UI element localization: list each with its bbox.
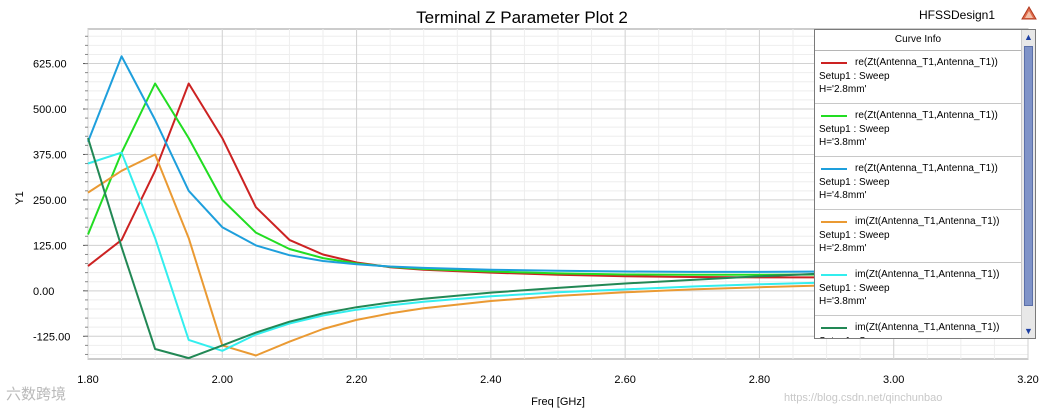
legend-series-name: im(Zt(Antenna_T1,Antenna_T1)) <box>855 269 1000 280</box>
x-tick-label: 3.00 <box>883 374 904 386</box>
legend-entry[interactable]: re(Zt(Antenna_T1,Antenna_T1)) Setup1 : Sw… <box>815 157 1021 210</box>
legend-param: H='3.8mm' <box>819 296 867 307</box>
watermark-url: https://blog.csdn.net/qinchunbao <box>784 392 943 404</box>
legend-setup: Setup1 : Sweep <box>819 230 890 241</box>
chart-title: Terminal Z Parameter Plot 2 <box>416 8 628 27</box>
legend-swatch <box>821 327 847 329</box>
y-tick-label: 375.00 <box>33 149 67 161</box>
legend-swatch <box>821 62 847 64</box>
y-tick-label: 625.00 <box>33 59 67 71</box>
watermark-logo-text: 六数跨境 <box>6 386 67 403</box>
legend-setup: Setup1 : Sweep <box>819 177 890 188</box>
legend-list: re(Zt(Antenna_T1,Antenna_T1)) Setup1 : Sw… <box>815 51 1021 338</box>
legend-entry[interactable]: im(Zt(Antenna_T1,Antenna_T1)) Setup1 : Sw… <box>815 316 1021 338</box>
legend-series-name: im(Zt(Antenna_T1,Antenna_T1)) <box>855 216 1000 227</box>
y-tick-label: 250.00 <box>33 195 67 207</box>
x-axis-ticks: 1.80 2.00 2.20 2.40 2.60 2.80 3.00 3.20 <box>77 374 1038 386</box>
legend-series-name: re(Zt(Antenna_T1,Antenna_T1)) <box>855 57 998 68</box>
design-name: HFSSDesign1 <box>919 8 996 22</box>
y-tick-label: 125.00 <box>33 240 67 252</box>
x-tick-label: 3.20 <box>1017 374 1038 386</box>
legend-setup: Setup1 : Sweep <box>815 335 1021 338</box>
legend-swatch <box>821 168 847 170</box>
y-axis-label: Y1 <box>14 191 26 204</box>
legend-param: H='2.8mm' <box>819 84 867 95</box>
scroll-down-icon[interactable]: ▼ <box>1024 326 1033 336</box>
legend-param: H='3.8mm' <box>819 137 867 148</box>
legend-setup: Setup1 : Sweep <box>819 124 890 135</box>
curve-info-legend[interactable]: Curve Info re(Zt(Antenna_T1,Antenna_T1))… <box>814 29 1036 339</box>
y-tick-label: 0.00 <box>33 286 54 298</box>
legend-param: H='2.8mm' <box>819 243 867 254</box>
x-tick-label: 2.60 <box>614 374 635 386</box>
legend-param: H='4.8mm' <box>819 190 867 201</box>
x-axis-label: Freq [GHz] <box>531 396 585 408</box>
x-tick-label: 2.00 <box>212 374 233 386</box>
legend-swatch <box>821 115 847 117</box>
legend-series-name: re(Zt(Antenna_T1,Antenna_T1)) <box>855 163 998 174</box>
legend-series-name: re(Zt(Antenna_T1,Antenna_T1)) <box>855 110 998 121</box>
y-axis-ticks: -125.00 0.00 125.00 250.00 375.00 500.00 625.0… <box>33 35 88 355</box>
legend-swatch <box>821 221 847 223</box>
legend-entry[interactable]: im(Zt(Antenna_T1,Antenna_T1)) Setup1 : Sw… <box>815 263 1021 316</box>
legend-swatch <box>821 274 847 276</box>
ansys-logo-icon <box>1021 6 1037 20</box>
legend-series-name: im(Zt(Antenna_T1,Antenna_T1)) <box>855 322 1000 333</box>
scroll-up-icon[interactable]: ▲ <box>1024 32 1033 42</box>
scroll-thumb[interactable] <box>1024 46 1033 306</box>
x-tick-label: 2.80 <box>749 374 770 386</box>
legend-entry[interactable]: im(Zt(Antenna_T1,Antenna_T1)) Setup1 : Sw… <box>815 210 1021 263</box>
legend-scrollbar[interactable]: ▲ ▼ <box>1021 30 1035 338</box>
legend-setup: Setup1 : Sweep <box>819 283 890 294</box>
x-tick-label: 2.40 <box>480 374 501 386</box>
y-tick-label: 500.00 <box>33 104 67 116</box>
legend-entry[interactable]: re(Zt(Antenna_T1,Antenna_T1)) Setup1 : Sw… <box>815 104 1021 157</box>
legend-setup: Setup1 : Sweep <box>819 71 890 82</box>
legend-entry[interactable]: re(Zt(Antenna_T1,Antenna_T1)) Setup1 : Sw… <box>815 51 1021 104</box>
legend-header: Curve Info <box>815 30 1021 51</box>
y-tick-label: -125.00 <box>33 331 70 343</box>
x-tick-label: 2.20 <box>346 374 367 386</box>
x-tick-label: 1.80 <box>77 374 98 386</box>
